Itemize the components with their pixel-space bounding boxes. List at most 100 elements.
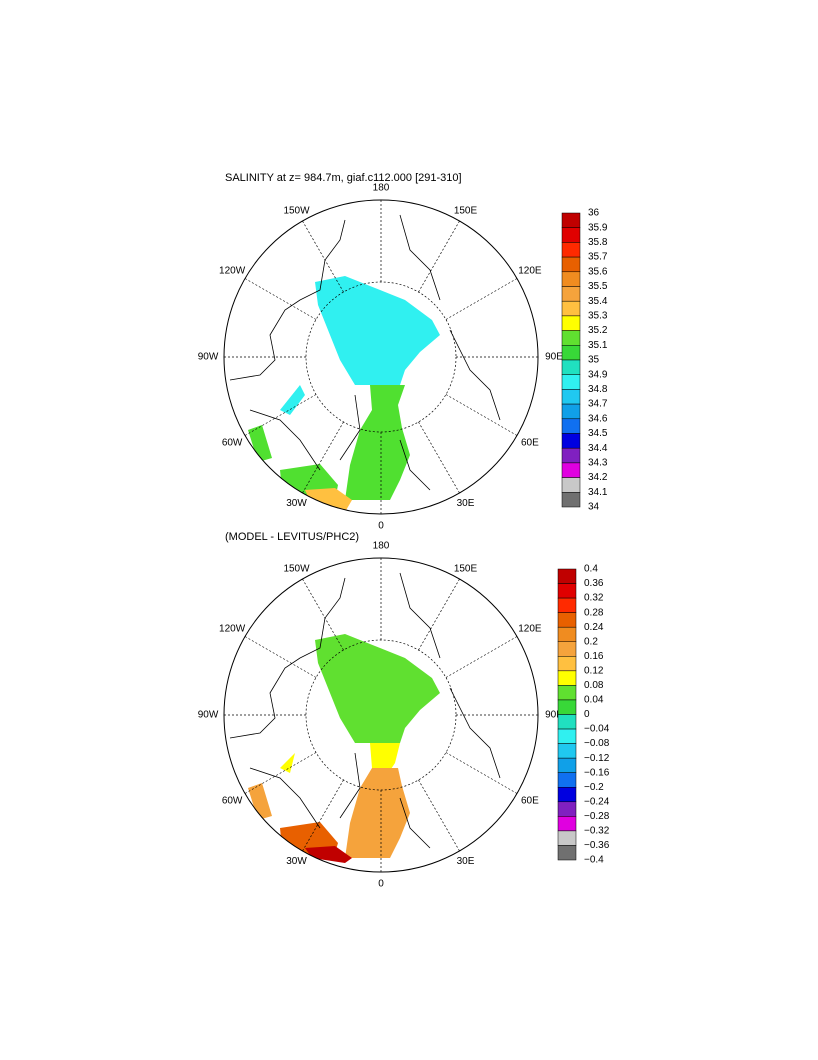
longitude-label: 60W xyxy=(222,796,243,807)
longitude-label: 60W xyxy=(222,438,243,449)
colorbar-label: 0.4 xyxy=(584,564,598,575)
colorbar-label: 34.3 xyxy=(588,458,608,469)
colorbar-label: 0 xyxy=(584,709,590,720)
colorbar-swatch xyxy=(557,597,577,613)
colorbar-swatch xyxy=(561,389,581,405)
colorbar-swatch xyxy=(561,433,581,449)
colorbar-label: 34.8 xyxy=(588,384,608,395)
meridian xyxy=(302,421,344,494)
longitude-label: 30W xyxy=(286,498,307,509)
longitude-label: 30E xyxy=(457,498,475,509)
colorbar-label: 35.2 xyxy=(588,325,608,336)
colorbar-swatch xyxy=(557,757,577,773)
colorbar-label: 34.9 xyxy=(588,369,608,380)
meridian xyxy=(302,220,344,293)
panel-title: (MODEL - LEVITUS/PHC2) xyxy=(225,531,359,543)
longitude-label: 180 xyxy=(373,541,390,552)
colorbar-swatch xyxy=(557,714,577,730)
longitude-label: 30W xyxy=(286,856,307,867)
colorbar-label: 34.6 xyxy=(588,413,608,424)
longitude-label: 90W xyxy=(198,710,219,721)
colorbar-label: 0.08 xyxy=(584,680,604,691)
colorbar-label: −0.32 xyxy=(584,826,610,837)
colorbar-label: 34.2 xyxy=(588,472,608,483)
longitude-label: 60E xyxy=(521,438,539,449)
longitude-label: 90E xyxy=(545,710,563,721)
colorbar-swatch xyxy=(557,801,577,817)
colorbar-swatch xyxy=(561,330,581,346)
meridian xyxy=(445,636,518,678)
colorbar-swatch xyxy=(557,626,577,643)
colorbar-label: 34.5 xyxy=(588,428,608,439)
colorbar-label: 0.28 xyxy=(584,607,604,618)
colorbar-swatch xyxy=(561,345,581,361)
colorbar-label: 34.4 xyxy=(588,443,608,454)
map-panel: (MODEL - LEVITUS/PHC2) 180 150E 120E 90E 60E… xyxy=(198,531,610,890)
colorbar-label: 36 xyxy=(588,208,600,219)
colorbar-swatch xyxy=(557,656,577,672)
field xyxy=(229,214,501,512)
longitude-label: 150E xyxy=(454,563,478,574)
colorbar-label: −0.08 xyxy=(584,738,610,749)
colorbar-swatch xyxy=(557,612,577,628)
longitude-label: 90E xyxy=(545,352,563,363)
colorbar-label: 34.7 xyxy=(588,399,608,410)
colorbar-swatch xyxy=(561,212,581,228)
meridian xyxy=(418,779,460,852)
longitude-label: 30E xyxy=(457,856,475,867)
colorbar-label: −0.4 xyxy=(584,855,604,866)
colorbar-label: 35.6 xyxy=(588,266,608,277)
colorbar-label: −0.12 xyxy=(584,753,610,764)
colorbar-swatch xyxy=(561,227,581,243)
colorbar-swatch xyxy=(557,699,577,715)
meridian xyxy=(418,220,460,293)
colorbar-swatch xyxy=(561,242,581,258)
colorbar-swatch xyxy=(557,641,577,657)
colorbar-swatch xyxy=(561,374,581,390)
longitude-label: 120E xyxy=(518,266,542,277)
colorbar-swatch xyxy=(557,670,577,686)
colorbar-swatch xyxy=(561,418,581,434)
longitude-label: 120W xyxy=(219,624,246,635)
colorbar-label: 35.1 xyxy=(588,340,608,351)
colorbar-swatch xyxy=(561,359,581,375)
colorbar-swatch xyxy=(561,492,581,508)
meridian xyxy=(244,278,317,320)
colorbar-label: 0.32 xyxy=(584,593,604,604)
colorbar-label: 35.3 xyxy=(588,311,608,322)
colorbar-swatch xyxy=(561,286,581,302)
colorbar-swatch xyxy=(561,271,581,287)
meridian xyxy=(445,394,518,436)
longitude-label: 0 xyxy=(378,879,384,890)
colorbar-swatch xyxy=(557,787,577,803)
colorbar-swatch xyxy=(557,728,577,744)
map-panel: SALINITY at z= 984.7m, giaf.c112.000 [29… xyxy=(198,172,608,532)
meridian xyxy=(418,578,460,651)
colorbar-swatch xyxy=(561,447,581,464)
colorbar-swatch xyxy=(557,568,577,584)
colorbar-label: 35 xyxy=(588,355,600,366)
colorbar-label: −0.2 xyxy=(584,782,604,793)
colorbar-swatch xyxy=(561,477,581,493)
colorbar-label: 34 xyxy=(588,502,600,513)
colorbar-swatch xyxy=(557,816,577,832)
colorbar-swatch xyxy=(557,685,577,701)
meridian xyxy=(445,752,518,794)
longitude-label: 120W xyxy=(219,266,246,277)
colorbar-label: 34.1 xyxy=(588,487,608,498)
longitude-label: 150W xyxy=(283,205,310,216)
colorbar-label: 35.9 xyxy=(588,222,608,233)
colorbar-swatch xyxy=(561,256,581,273)
colorbar-swatch xyxy=(557,845,577,861)
longitude-label: 0 xyxy=(378,521,384,532)
colorbar-label: 0.2 xyxy=(584,636,598,647)
meridian xyxy=(302,779,344,852)
colorbar-label: 0.04 xyxy=(584,695,604,706)
colorbar-swatch xyxy=(561,462,581,478)
longitude-label: 150W xyxy=(283,563,310,574)
colorbar-swatch xyxy=(557,583,577,599)
colorbar-label: 35.7 xyxy=(588,252,608,263)
colorbar-label: 0.16 xyxy=(584,651,604,662)
longitude-label: 150E xyxy=(454,205,478,216)
